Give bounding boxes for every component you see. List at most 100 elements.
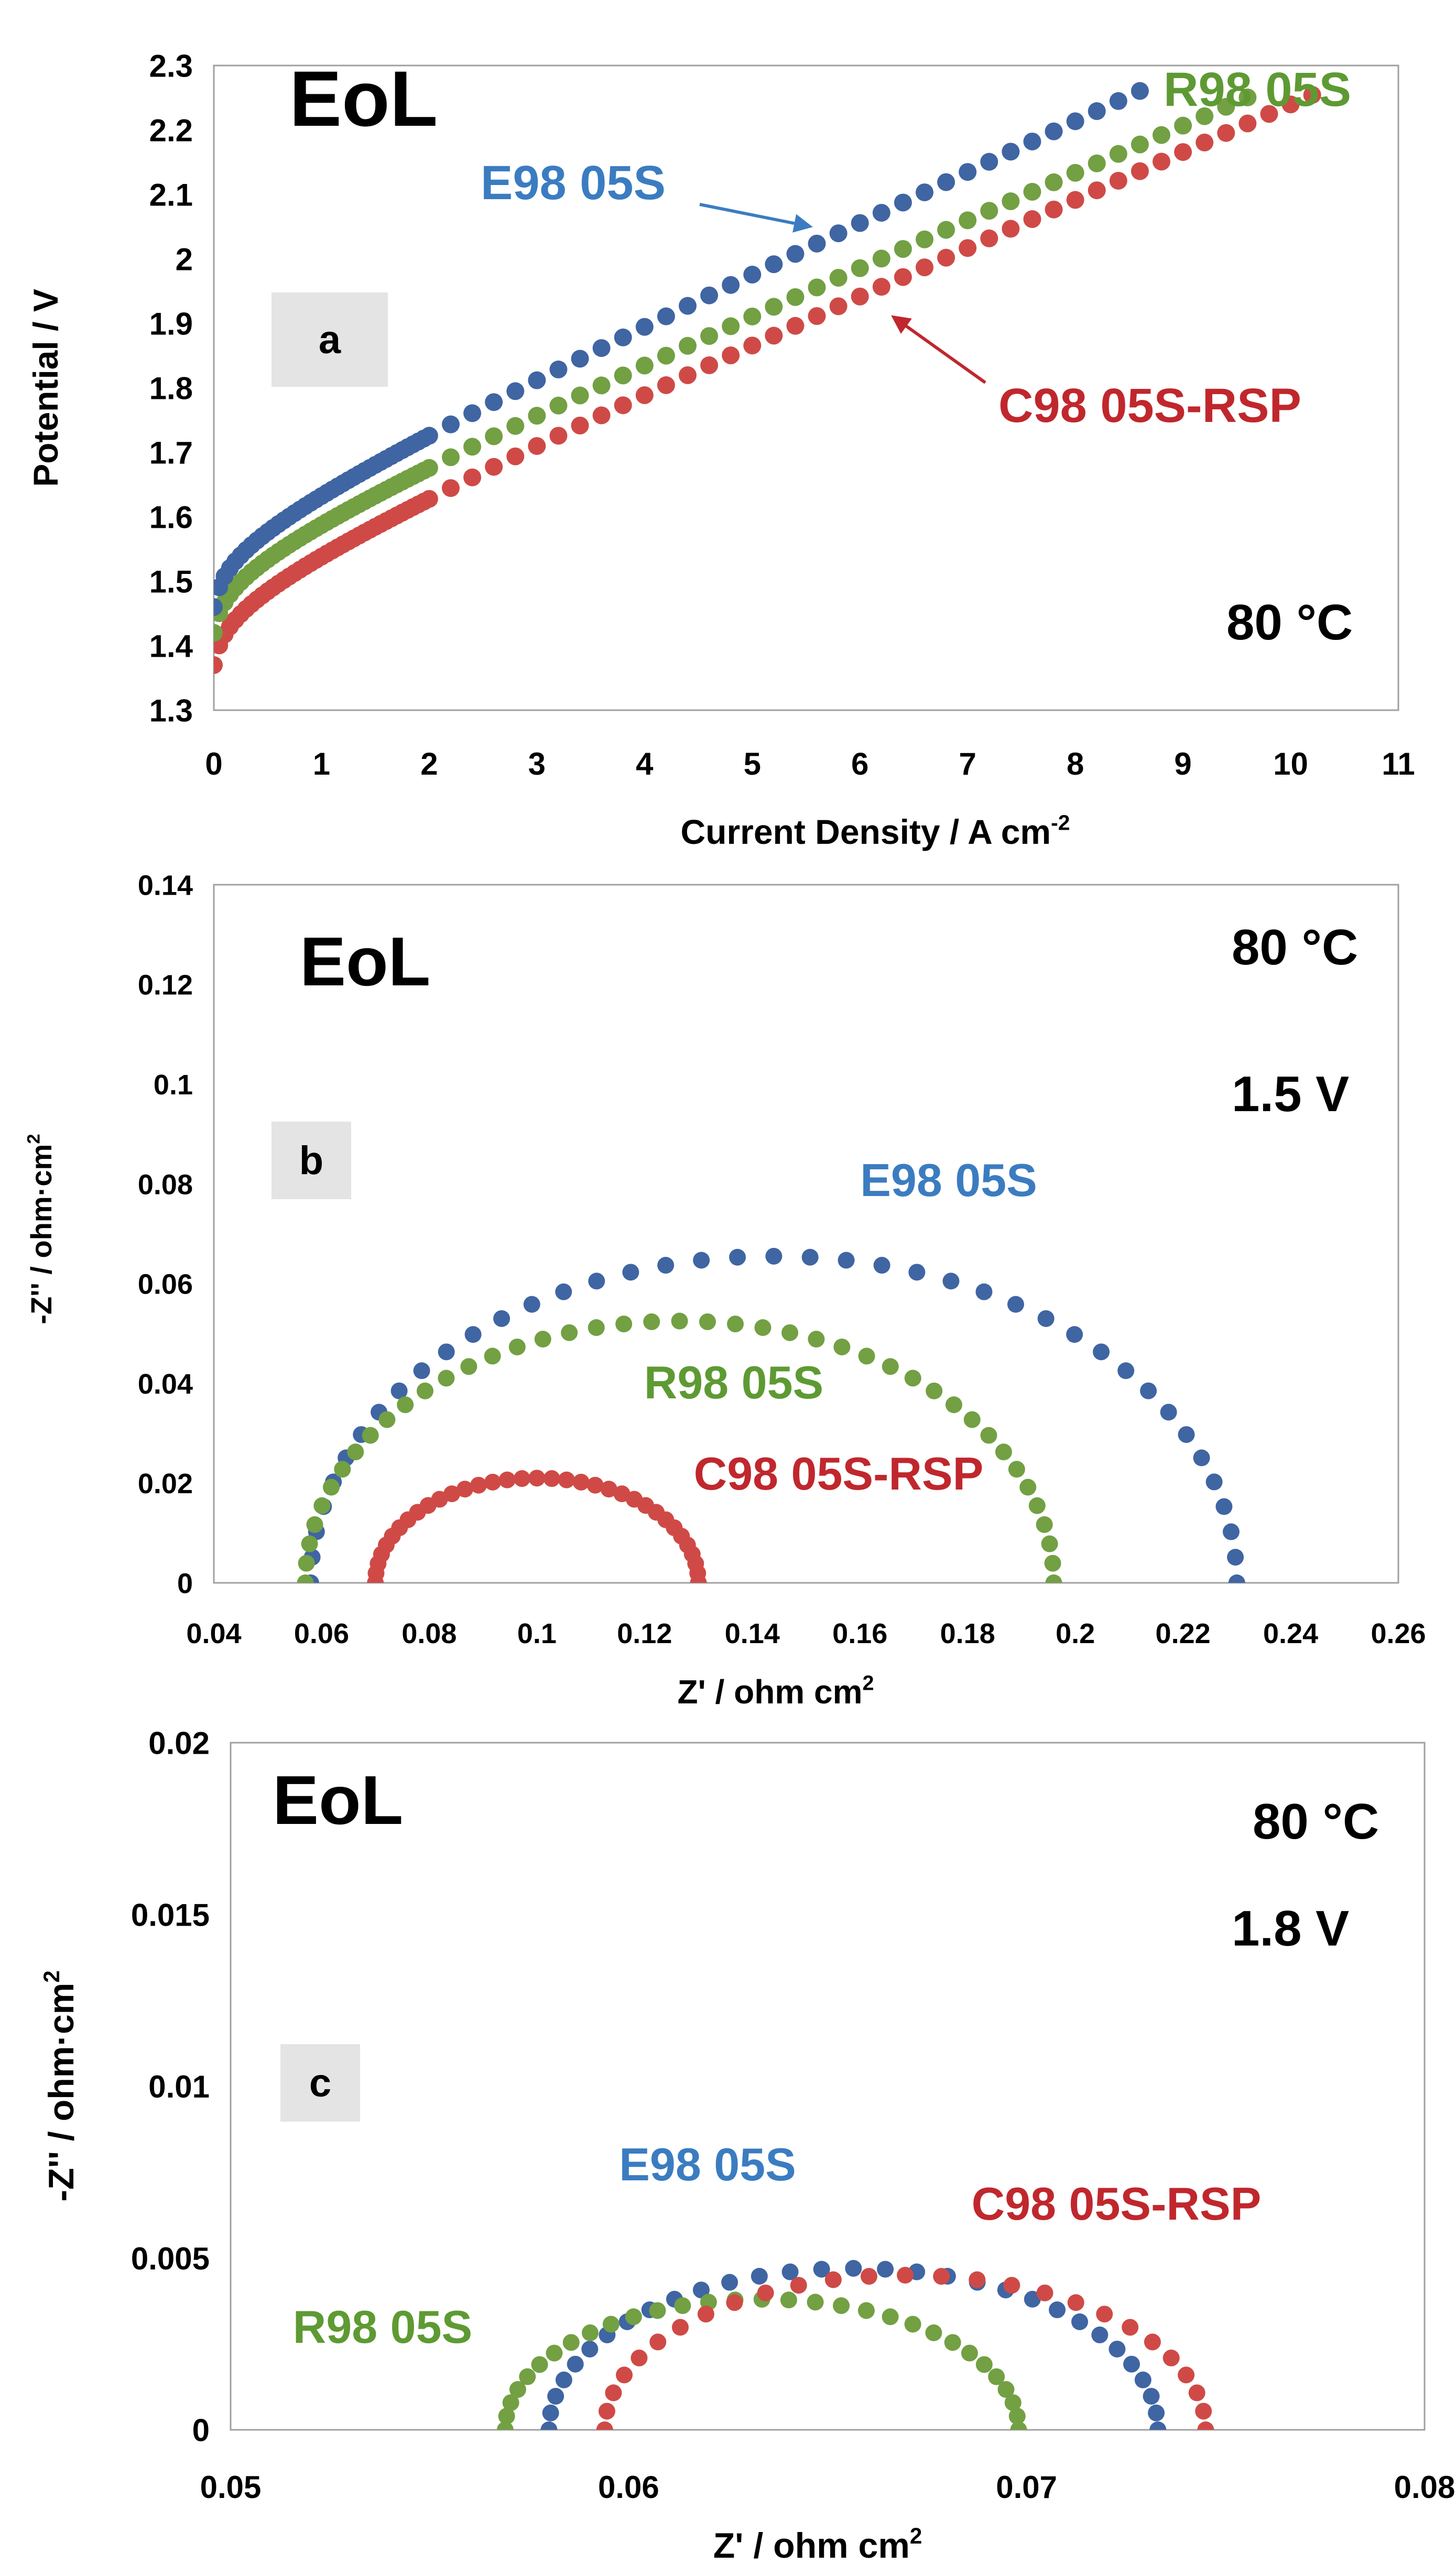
data-point [643, 1313, 660, 1330]
pointer-arrow [699, 203, 813, 233]
data-point [1002, 143, 1020, 161]
data-point [751, 2267, 768, 2285]
x-tick-label: 0.08 [401, 1618, 457, 1649]
data-point [498, 1471, 516, 1488]
data-point [904, 1370, 921, 1387]
x-tick-label: 0.05 [200, 2470, 262, 2505]
panel-tag-box [271, 1122, 351, 1199]
x-tick-label: 6 [851, 746, 868, 781]
data-point [493, 1310, 510, 1327]
data-point [616, 2366, 633, 2384]
series-green [496, 2290, 1027, 2430]
x-axis-label-sup: 2 [862, 1671, 874, 1694]
data-point [362, 1427, 379, 1444]
y-axis-label-sup: 2 [24, 1134, 44, 1144]
data-point [625, 2308, 642, 2326]
data-point [1174, 143, 1192, 161]
condition-label: 80 °C [1226, 594, 1353, 650]
data-point [1174, 116, 1192, 135]
data-point [1091, 2326, 1109, 2343]
data-point [649, 2333, 667, 2351]
data-point [1193, 1449, 1210, 1466]
y-axis-label: -Z'' / ohm·cm2 [24, 1134, 58, 1324]
data-point [464, 1326, 482, 1343]
plot-frame [230, 1742, 1426, 2431]
x-tick-label: 0.12 [617, 1618, 672, 1649]
data-point [1144, 2333, 1161, 2351]
x-tick-label: 10 [1273, 746, 1308, 781]
data-point [1024, 2290, 1041, 2308]
data-point [873, 1257, 890, 1274]
data-point [860, 2268, 877, 2285]
data-point [729, 1248, 746, 1266]
x-tick-label: 0.18 [940, 1618, 995, 1649]
data-point [531, 2356, 548, 2373]
panel-tag-box [271, 292, 388, 387]
data-point [1028, 1497, 1046, 1514]
x-tick-label: 0.04 [186, 1618, 241, 1649]
data-point [528, 371, 546, 389]
data-point [980, 202, 998, 220]
data-point [882, 1358, 899, 1375]
data-point [959, 211, 977, 230]
data-point [581, 2324, 599, 2341]
data-point [397, 1396, 414, 1414]
x-tick-label: 0.07 [996, 2470, 1057, 2505]
chart-panel-a: 1.3 1.4 1.5 1.6 1.7 1.8 1.9 2 2.1 2.2 2.3 0 1 2 3 4 5 6 7 8… [26, 49, 1415, 851]
series-label: C98 05S-RSP [972, 2178, 1262, 2230]
data-point [567, 2355, 584, 2373]
series-label: R98 05S [293, 2301, 472, 2353]
data-point [313, 1497, 331, 1514]
data-point [1109, 2340, 1126, 2357]
data-point [1093, 1343, 1110, 1361]
series-label: E98 05S [860, 1154, 1037, 1206]
data-point [1041, 1535, 1058, 1552]
x-tick-label: 9 [1174, 746, 1191, 781]
data-point [937, 248, 955, 267]
data-point [1205, 1473, 1223, 1491]
series-label: R98 05S [644, 1356, 823, 1408]
y-tick-label: 0.08 [138, 1169, 193, 1200]
data-point [969, 2271, 986, 2288]
data-point [592, 376, 611, 395]
data-point [470, 1476, 487, 1494]
data-point [1109, 171, 1127, 190]
condition-label: 80 °C [1253, 1794, 1379, 1850]
data-point [1222, 1523, 1240, 1540]
data-point [904, 2316, 921, 2333]
data-point [894, 240, 912, 258]
y-axis-label: Potential / V [26, 289, 65, 487]
data-point [1088, 102, 1106, 121]
data-point [297, 1574, 314, 1583]
data-point [322, 1479, 340, 1496]
data-point [1217, 97, 1235, 116]
data-point [1195, 2403, 1212, 2420]
series-red [214, 86, 1321, 674]
data-point [1228, 1574, 1245, 1583]
data-point [1178, 2366, 1195, 2384]
data-point [995, 1443, 1012, 1461]
y-tick-label: 0 [192, 2413, 210, 2448]
data-point [872, 278, 890, 296]
data-point [214, 656, 223, 674]
data-point [693, 1252, 710, 1269]
data-point [420, 490, 438, 508]
x-tick-label: 1 [313, 746, 330, 781]
data-point [897, 2267, 914, 2284]
data-point [498, 2407, 515, 2425]
data-point [743, 336, 762, 355]
data-point [975, 1283, 993, 1300]
data-point [1197, 2421, 1214, 2430]
y-axis-label-text: -Z'' / ohm·cm [25, 1144, 58, 1324]
condition-label: 1.5 V [1232, 1066, 1349, 1122]
data-point [671, 2319, 689, 2336]
data-point [1238, 114, 1257, 133]
data-point [961, 2344, 978, 2362]
x-tick-label: 0.06 [598, 2470, 659, 2505]
x-tick-label: 0.1 [517, 1618, 557, 1649]
data-point [765, 298, 783, 316]
data-point [540, 2421, 558, 2430]
y-axis-label-text: -Z'' / ohm·cm [41, 1983, 81, 2202]
data-point [988, 2368, 1005, 2385]
y-tick-label: 0.005 [131, 2241, 210, 2276]
